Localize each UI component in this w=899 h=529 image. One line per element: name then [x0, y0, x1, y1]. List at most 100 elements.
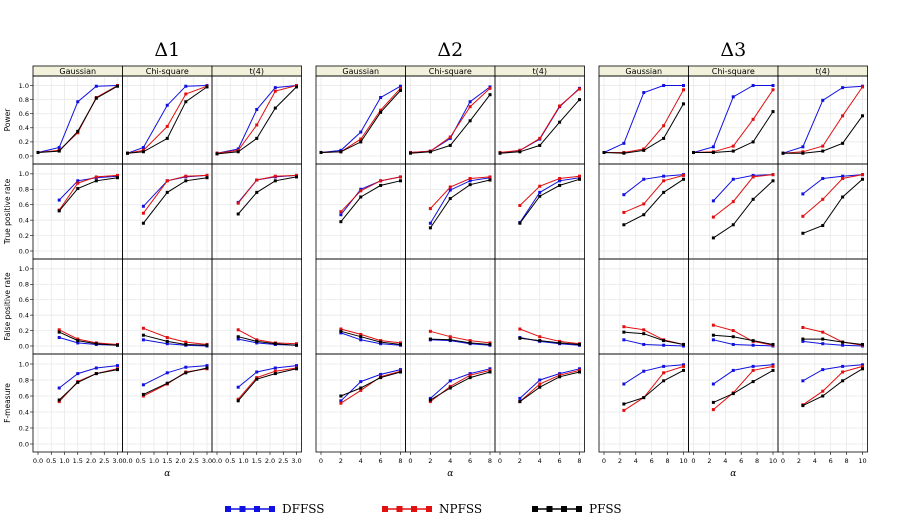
series-line-pfss	[802, 338, 863, 345]
point-npfss	[273, 369, 277, 373]
series-line-pfss	[143, 334, 208, 346]
xtick-label: 3.0	[291, 457, 301, 465]
point-pfss	[538, 339, 542, 343]
point-pfss	[165, 381, 169, 385]
point-dffss	[468, 100, 472, 104]
point-dffss	[801, 379, 805, 383]
xtick-label: 2.0	[265, 457, 275, 465]
point-npfss	[359, 388, 363, 392]
series-line-dffss	[430, 339, 491, 346]
point-pfss	[428, 226, 432, 230]
point-pfss	[428, 150, 432, 154]
xtick-label: 1.5	[252, 457, 262, 465]
point-npfss	[488, 86, 492, 90]
point-pfss	[861, 342, 864, 346]
point-dffss	[359, 338, 363, 342]
point-npfss	[731, 144, 735, 148]
xtick-label: 0.5	[136, 457, 146, 465]
point-npfss	[538, 136, 542, 140]
panel-power	[122, 75, 213, 165]
xtick-label: 2.5	[99, 457, 109, 465]
series-line-dffss	[143, 365, 208, 386]
point-pfss	[578, 342, 581, 346]
xtick-label: 0	[781, 457, 785, 465]
ytick-label: 0.4	[19, 216, 29, 224]
point-pfss	[116, 84, 119, 88]
series-line-pfss	[58, 177, 118, 212]
series-line-npfss	[693, 89, 774, 153]
series-line-dffss	[58, 175, 118, 201]
series-line-pfss	[340, 180, 401, 223]
group-title-1: Δ1	[154, 39, 180, 61]
ytick-label: 0.4	[19, 408, 29, 416]
series-line-npfss	[340, 370, 401, 404]
xtick-label: 8	[577, 457, 581, 465]
point-pfss	[141, 392, 145, 396]
series-line-pfss	[238, 336, 297, 346]
point-npfss	[165, 336, 169, 340]
series-line-npfss	[623, 365, 684, 411]
point-pfss	[751, 380, 755, 384]
legend-marker	[561, 506, 567, 512]
point-dffss	[841, 174, 845, 178]
point-npfss	[359, 189, 363, 193]
point-npfss	[751, 368, 755, 372]
xtick-label: 2.0	[175, 457, 185, 465]
point-pfss	[273, 106, 277, 110]
strip-label: Gaussian	[625, 67, 662, 76]
point-npfss	[682, 88, 685, 92]
point-dffss	[184, 84, 188, 88]
ytick-label: 0.0	[19, 440, 29, 448]
xtick-label: 6	[379, 457, 383, 465]
point-dffss	[428, 396, 432, 400]
series-line-pfss	[340, 330, 401, 345]
point-dffss	[518, 396, 522, 400]
legend-marker	[382, 506, 388, 512]
point-pfss	[731, 392, 735, 396]
series-line-pfss	[143, 177, 208, 224]
point-npfss	[379, 339, 383, 343]
point-npfss	[428, 400, 432, 404]
point-pfss	[339, 394, 343, 398]
series-line-npfss	[782, 86, 863, 154]
point-npfss	[184, 340, 188, 344]
point-dffss	[731, 368, 735, 372]
series-line-npfss	[713, 324, 774, 346]
point-npfss	[642, 202, 646, 206]
point-npfss	[558, 104, 562, 108]
point-pfss	[448, 386, 452, 390]
point-npfss	[771, 173, 775, 177]
point-pfss	[339, 150, 343, 154]
point-npfss	[295, 173, 298, 177]
panel-border	[777, 353, 868, 453]
legend-marker	[411, 506, 417, 512]
series-line-npfss	[713, 174, 774, 218]
point-npfss	[751, 175, 755, 179]
point-pfss	[841, 195, 845, 199]
series-line-npfss	[58, 368, 118, 402]
point-dffss	[821, 368, 825, 372]
point-dffss	[255, 107, 259, 111]
series-line-dffss	[237, 365, 297, 388]
row-label: True positive rate	[3, 178, 12, 245]
panel-true-positive-rate	[32, 163, 123, 260]
point-pfss	[821, 149, 825, 153]
legend-marker	[546, 506, 553, 512]
point-pfss	[76, 339, 80, 343]
xtick-label: 1.0	[59, 457, 69, 465]
legend-marker	[254, 506, 260, 512]
xtick-label: 6	[558, 457, 562, 465]
point-npfss	[841, 370, 845, 374]
series-line-npfss	[430, 330, 491, 344]
point-dffss	[165, 342, 169, 346]
point-pfss	[295, 175, 298, 179]
xtick-label: 2.0	[86, 457, 96, 465]
point-npfss	[468, 339, 472, 343]
point-pfss	[339, 329, 343, 333]
point-dffss	[273, 86, 277, 90]
point-pfss	[642, 332, 646, 336]
xtick-label: 6	[468, 457, 472, 465]
point-pfss	[771, 110, 775, 114]
point-npfss	[273, 174, 277, 178]
xtick-label: 2	[518, 457, 522, 465]
